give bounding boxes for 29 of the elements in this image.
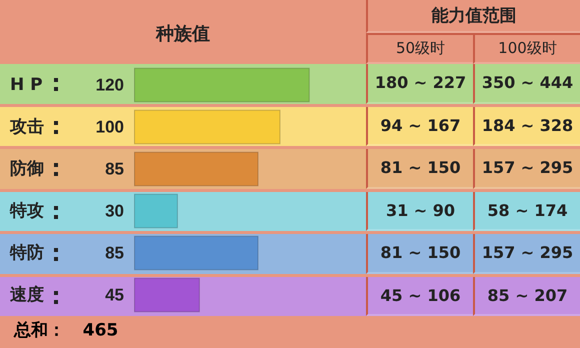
text: 总和： 465 [13,320,118,340]
text: 45 ~ 106 [366,276,473,316]
text: 180 ~ 227 [366,64,473,104]
y-tick-label: 攻击 [9,117,44,137]
category-label: 100级时 [473,33,580,64]
text: 81 ~ 150 [366,234,473,274]
y-tick-label: 特攻 [9,201,44,221]
chart-title: 种族值 [155,24,210,44]
text: 58 ~ 174 [473,192,580,231]
y-tick-label: 防御 [10,159,44,179]
data-label: 85 [105,160,124,178]
text: 157 ~ 295 [473,149,580,188]
text: 81 ~ 150 [366,149,473,188]
text: 85 ~ 207 [473,276,580,316]
text: 31 ~ 90 [366,192,473,231]
data-label: 30 [105,202,124,220]
category-label: 50级时 [366,33,473,64]
text: 350 ~ 444 [473,64,580,104]
text: 184 ~ 328 [473,106,580,146]
data-label: 100 [96,118,124,136]
text: 能力值范围 [366,0,580,33]
data-label: 120 [96,76,124,94]
data-label: 45 [105,286,124,304]
y-tick-label: 特防 [9,243,44,263]
text: 94 ~ 167 [366,106,473,146]
y-tick-label: 速度 [10,285,44,305]
y-tick-label: H P [10,75,43,95]
text: 157 ~ 295 [473,234,580,274]
data-label: 85 [105,244,124,262]
